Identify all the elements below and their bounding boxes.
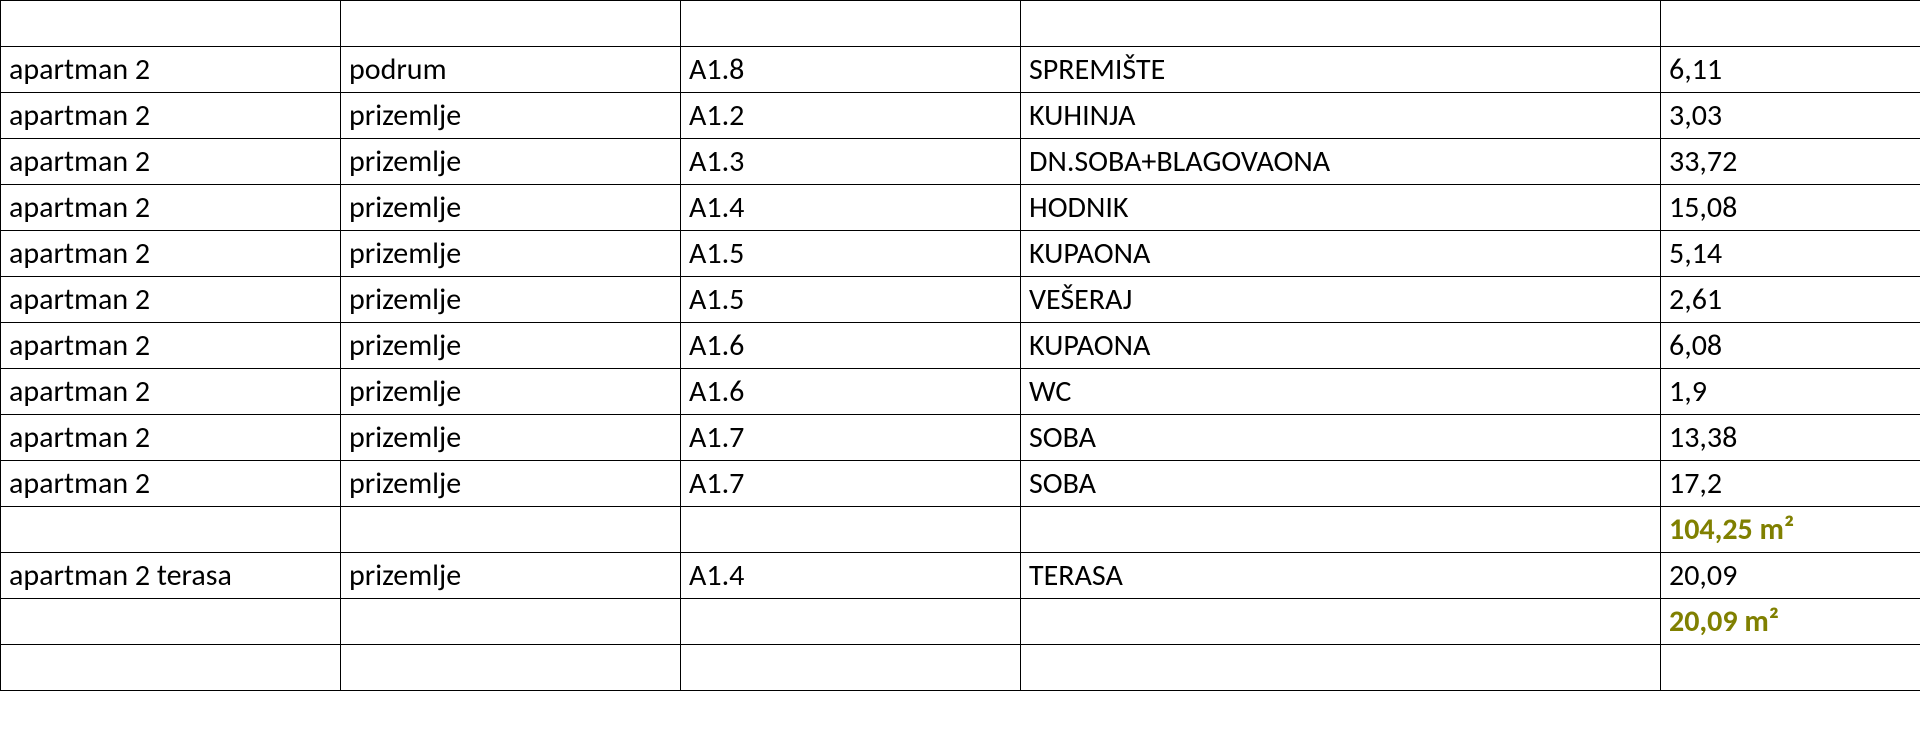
cell-room [1021,645,1661,691]
cell-room: WC [1021,369,1661,415]
cell-area: 20,09 m² [1661,599,1920,645]
cell-unit [1,599,341,645]
table-row: apartman 2prizemljeA1.7SOBA13,38 [1,415,1920,461]
room-specification-table: apartman 2podrumA1.8SPREMIŠTE6,11apartma… [0,0,1920,691]
cell-unit: apartman 2 [1,415,341,461]
cell-area: 6,08 [1661,323,1920,369]
cell-code [681,645,1021,691]
table-row: apartman 2 terasaprizemljeA1.4TERASA20,0… [1,553,1920,599]
cell-code: A1.7 [681,415,1021,461]
cell-unit: apartman 2 [1,461,341,507]
cell-room: DN.SOBA+BLAGOVAONA [1021,139,1661,185]
cell-floor: prizemlje [341,277,681,323]
cell-unit [1,1,341,47]
table-row: apartman 2prizemljeA1.6WC1,9 [1,369,1920,415]
cell-room: KUPAONA [1021,231,1661,277]
table-row: 20,09 m² [1,599,1920,645]
cell-area [1661,645,1920,691]
cell-unit [1,507,341,553]
cell-unit: apartman 2 [1,47,341,93]
cell-code: A1.6 [681,369,1021,415]
cell-code: A1.8 [681,47,1021,93]
cell-room: KUPAONA [1021,323,1661,369]
cell-unit: apartman 2 [1,93,341,139]
cell-unit: apartman 2 [1,139,341,185]
table-row: 104,25 m² [1,507,1920,553]
table-row [1,645,1920,691]
cell-area [1661,1,1920,47]
cell-floor: prizemlje [341,553,681,599]
table-body: apartman 2podrumA1.8SPREMIŠTE6,11apartma… [1,1,1920,691]
cell-floor [341,599,681,645]
cell-floor [341,507,681,553]
cell-room [1021,507,1661,553]
cell-unit: apartman 2 [1,185,341,231]
cell-area: 20,09 [1661,553,1920,599]
cell-room: KUHINJA [1021,93,1661,139]
cell-code: A1.3 [681,139,1021,185]
cell-area: 33,72 [1661,139,1920,185]
cell-room: HODNIK [1021,185,1661,231]
cell-code [681,599,1021,645]
table-row: apartman 2prizemljeA1.6KUPAONA6,08 [1,323,1920,369]
cell-floor: podrum [341,47,681,93]
cell-floor: prizemlje [341,461,681,507]
cell-room: VEŠERAJ [1021,277,1661,323]
cell-floor: prizemlje [341,139,681,185]
cell-room: SOBA [1021,461,1661,507]
table-row: apartman 2prizemljeA1.5KUPAONA5,14 [1,231,1920,277]
cell-area: 15,08 [1661,185,1920,231]
cell-area: 6,11 [1661,47,1920,93]
cell-code [681,1,1021,47]
cell-unit: apartman 2 [1,277,341,323]
cell-area: 5,14 [1661,231,1920,277]
cell-code: A1.4 [681,185,1021,231]
cell-unit: apartman 2 terasa [1,553,341,599]
cell-code: A1.4 [681,553,1021,599]
cell-floor: prizemlje [341,93,681,139]
table-row: apartman 2prizemljeA1.4HODNIK15,08 [1,185,1920,231]
cell-floor: prizemlje [341,231,681,277]
cell-room: SPREMIŠTE [1021,47,1661,93]
cell-area: 2,61 [1661,277,1920,323]
cell-floor: prizemlje [341,369,681,415]
cell-code: A1.5 [681,231,1021,277]
cell-area: 3,03 [1661,93,1920,139]
cell-code [681,507,1021,553]
cell-unit [1,645,341,691]
cell-code: A1.7 [681,461,1021,507]
cell-room [1021,599,1661,645]
cell-area: 104,25 m² [1661,507,1920,553]
table-row: apartman 2prizemljeA1.2KUHINJA3,03 [1,93,1920,139]
table-row: apartman 2prizemljeA1.3DN.SOBA+BLAGOVAON… [1,139,1920,185]
cell-code: A1.5 [681,277,1021,323]
cell-floor: prizemlje [341,323,681,369]
cell-room: TERASA [1021,553,1661,599]
cell-room [1021,1,1661,47]
table-row [1,1,1920,47]
table-row: apartman 2podrumA1.8SPREMIŠTE6,11 [1,47,1920,93]
cell-unit: apartman 2 [1,323,341,369]
cell-floor: prizemlje [341,185,681,231]
table-row: apartman 2prizemljeA1.7SOBA17,2 [1,461,1920,507]
cell-area: 13,38 [1661,415,1920,461]
cell-floor: prizemlje [341,415,681,461]
cell-area: 1,9 [1661,369,1920,415]
cell-code: A1.6 [681,323,1021,369]
cell-area: 17,2 [1661,461,1920,507]
cell-room: SOBA [1021,415,1661,461]
cell-floor [341,645,681,691]
table-row: apartman 2prizemljeA1.5VEŠERAJ2,61 [1,277,1920,323]
cell-code: A1.2 [681,93,1021,139]
cell-unit: apartman 2 [1,369,341,415]
cell-floor [341,1,681,47]
cell-unit: apartman 2 [1,231,341,277]
